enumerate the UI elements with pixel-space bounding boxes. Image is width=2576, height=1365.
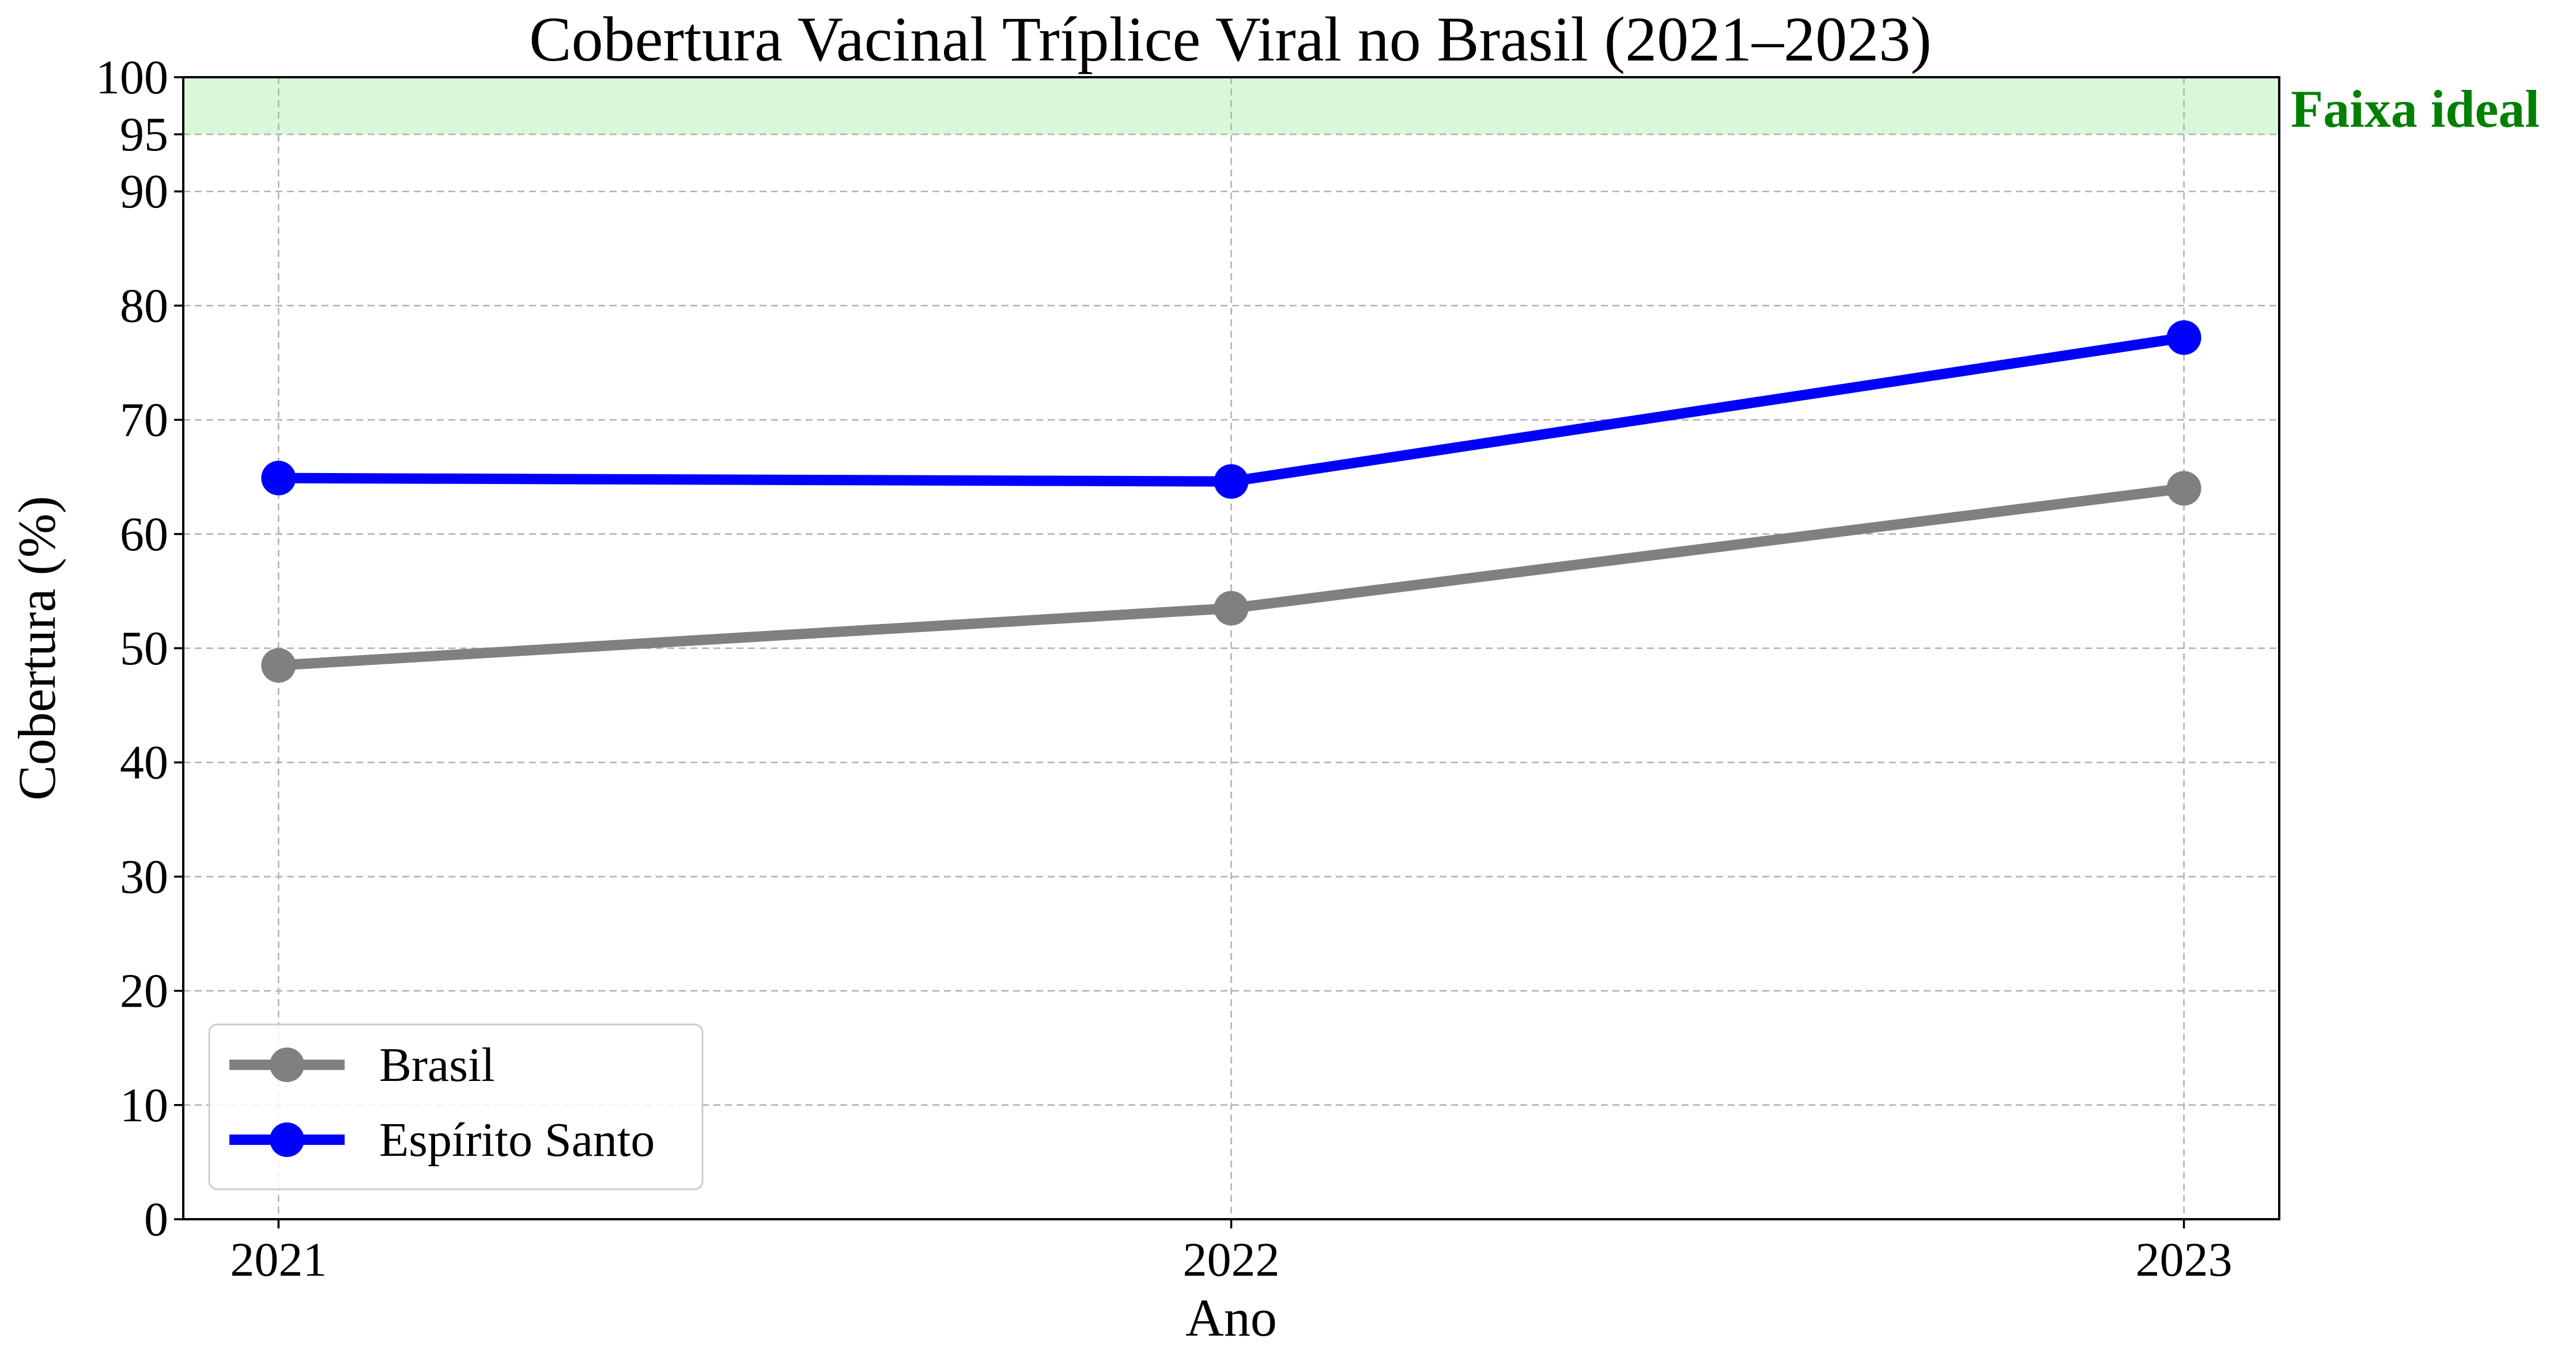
x-axis-title: Ano [1185,1288,1276,1347]
legend-marker [270,1122,304,1157]
y-tick-label: 40 [120,736,168,789]
y-tick-label: 0 [144,1193,168,1246]
data-point [1214,464,1249,499]
series-brasil [261,471,2201,683]
y-tick-label: 90 [120,165,168,218]
data-point [261,460,296,496]
series-espirito-santo [261,320,2201,499]
y-tick-label: 100 [96,51,168,104]
y-tick-label: 10 [120,1079,168,1132]
legend-marker [270,1048,304,1082]
y-tick-label: 20 [120,965,168,1018]
legend-entry: Brasil [229,1038,495,1092]
y-tick-label: 95 [120,108,168,161]
y-axis-title: Cobertura (%) [7,496,66,801]
data-point [2166,320,2201,355]
legend-label: Espírito Santo [379,1113,655,1167]
data-point [1214,591,1249,626]
x-tick-label: 2022 [1183,1233,1280,1287]
data-point [2166,471,2201,506]
y-tick-label: 50 [120,622,168,675]
ideal-range-label: Faixa ideal [2291,80,2540,138]
y-tick-label: 70 [120,394,168,447]
y-tick-label: 80 [120,279,168,332]
legend-entry: Espírito Santo [229,1113,655,1167]
legend: Brasil Espírito Santo [208,1023,704,1190]
series-layer [261,320,2201,683]
x-axis: 2021 2022 2023 [230,1219,2233,1287]
y-tick-label: 60 [120,508,168,561]
legend-label: Brasil [379,1038,495,1092]
x-tick-label: 2021 [230,1233,327,1287]
y-tick-label: 30 [120,850,168,903]
chart-title: Cobertura Vacinal Tríplice Viral no Bras… [529,4,1931,74]
grid [183,76,2279,1220]
x-tick-label: 2023 [2136,1233,2233,1287]
data-point [261,648,296,683]
